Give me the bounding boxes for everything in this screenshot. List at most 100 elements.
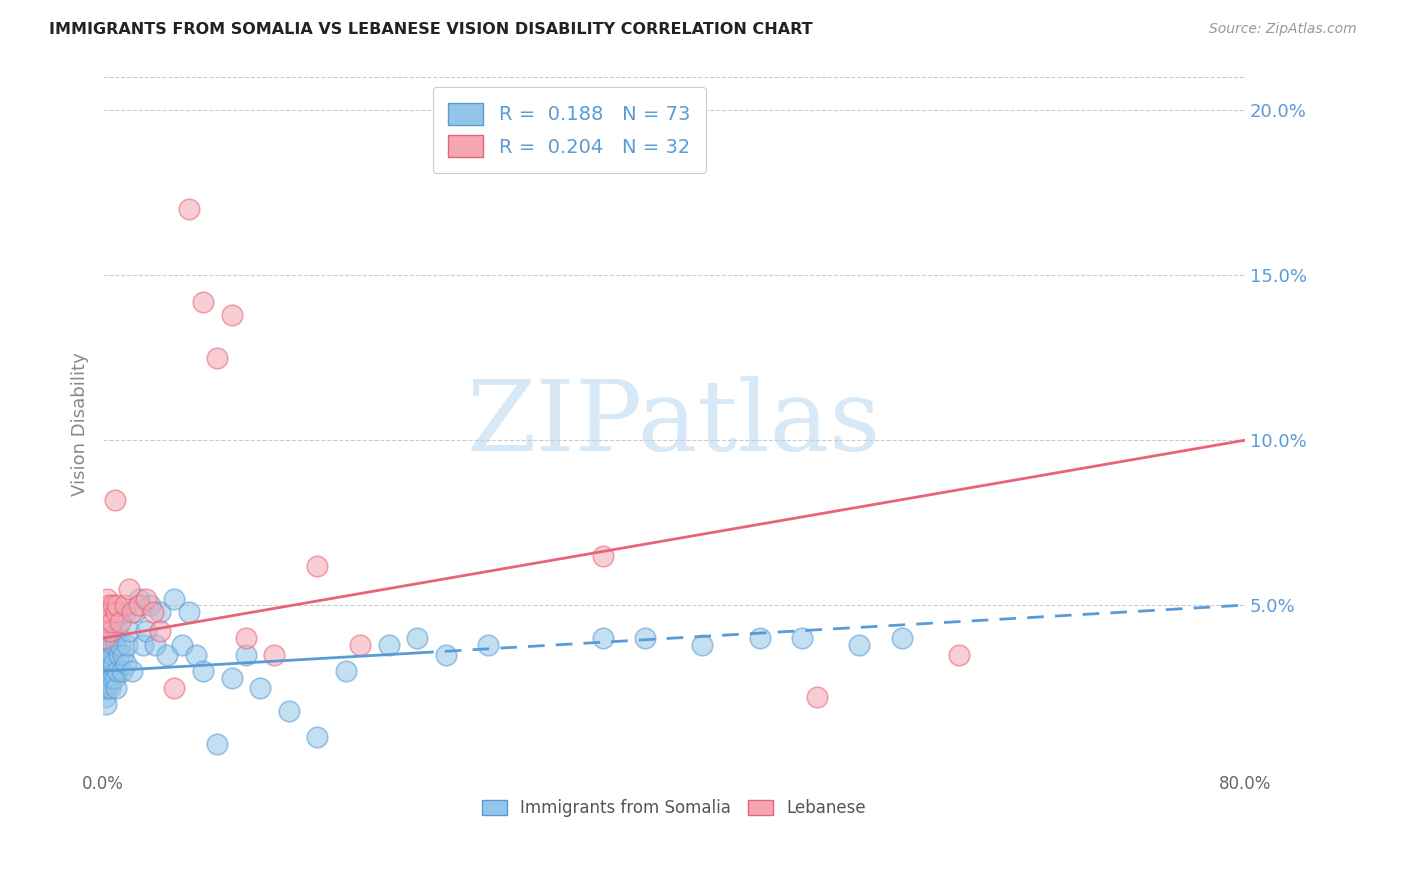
Point — [93, 671, 115, 685]
Point — [177, 202, 200, 217]
Point — [806, 690, 828, 705]
Point — [114, 605, 136, 619]
Point — [111, 664, 134, 678]
Point — [96, 681, 118, 695]
Point — [114, 598, 136, 612]
Point — [97, 598, 120, 612]
Point — [132, 638, 155, 652]
Point — [128, 591, 150, 606]
Point — [235, 648, 257, 662]
Point — [406, 631, 429, 645]
Point — [97, 644, 120, 658]
Point — [93, 690, 115, 705]
Point — [101, 598, 124, 612]
Point — [96, 605, 118, 619]
Point — [477, 638, 499, 652]
Point — [748, 631, 770, 645]
Point — [93, 631, 115, 645]
Point — [96, 591, 118, 606]
Point — [177, 605, 200, 619]
Point — [97, 677, 120, 691]
Point — [307, 730, 329, 744]
Point — [149, 624, 172, 639]
Point — [105, 664, 128, 678]
Legend: Immigrants from Somalia, Lebanese: Immigrants from Somalia, Lebanese — [475, 793, 873, 824]
Point — [94, 673, 117, 688]
Point — [94, 615, 117, 629]
Point — [121, 664, 143, 678]
Point — [191, 664, 214, 678]
Point — [307, 558, 329, 573]
Point — [948, 648, 970, 662]
Point — [103, 631, 125, 645]
Point — [110, 615, 132, 629]
Point — [98, 651, 121, 665]
Point — [98, 605, 121, 619]
Point — [108, 648, 131, 662]
Point — [105, 598, 128, 612]
Point — [235, 631, 257, 645]
Text: IMMIGRANTS FROM SOMALIA VS LEBANESE VISION DISABILITY CORRELATION CHART: IMMIGRANTS FROM SOMALIA VS LEBANESE VISI… — [49, 22, 813, 37]
Point — [96, 638, 118, 652]
Point — [117, 638, 139, 652]
Text: Source: ZipAtlas.com: Source: ZipAtlas.com — [1209, 22, 1357, 37]
Point — [170, 638, 193, 652]
Point — [692, 638, 714, 652]
Point — [112, 648, 135, 662]
Point — [96, 664, 118, 678]
Point — [163, 681, 186, 695]
Point — [100, 615, 122, 629]
Point — [124, 605, 146, 619]
Point — [110, 638, 132, 652]
Point — [592, 631, 614, 645]
Point — [121, 605, 143, 619]
Point — [139, 598, 162, 612]
Point — [634, 631, 657, 645]
Point — [377, 638, 399, 652]
Point — [93, 657, 115, 672]
Point — [100, 671, 122, 685]
Point — [94, 654, 117, 668]
Point — [96, 671, 118, 685]
Point — [128, 598, 150, 612]
Point — [93, 681, 115, 695]
Point — [96, 648, 118, 662]
Point — [277, 704, 299, 718]
Point — [97, 631, 120, 645]
Point — [94, 664, 117, 678]
Point — [263, 648, 285, 662]
Point — [592, 549, 614, 563]
Point — [891, 631, 914, 645]
Point — [792, 631, 814, 645]
Point — [434, 648, 457, 662]
Point — [104, 638, 127, 652]
Point — [97, 657, 120, 672]
Point — [143, 638, 166, 652]
Point — [118, 582, 141, 596]
Point — [221, 308, 243, 322]
Point — [94, 648, 117, 662]
Point — [848, 638, 870, 652]
Point — [115, 657, 138, 672]
Point — [221, 671, 243, 685]
Point — [105, 624, 128, 639]
Point — [104, 605, 127, 619]
Point — [103, 671, 125, 685]
Point — [135, 624, 157, 639]
Point — [191, 294, 214, 309]
Point — [184, 648, 207, 662]
Point — [101, 638, 124, 652]
Point — [249, 681, 271, 695]
Point — [103, 492, 125, 507]
Point — [207, 737, 229, 751]
Point — [149, 605, 172, 619]
Point — [104, 681, 127, 695]
Point — [98, 681, 121, 695]
Point — [156, 648, 179, 662]
Point — [207, 351, 229, 365]
Point — [100, 624, 122, 639]
Point — [163, 591, 186, 606]
Point — [98, 638, 121, 652]
Point — [100, 648, 122, 662]
Point — [98, 664, 121, 678]
